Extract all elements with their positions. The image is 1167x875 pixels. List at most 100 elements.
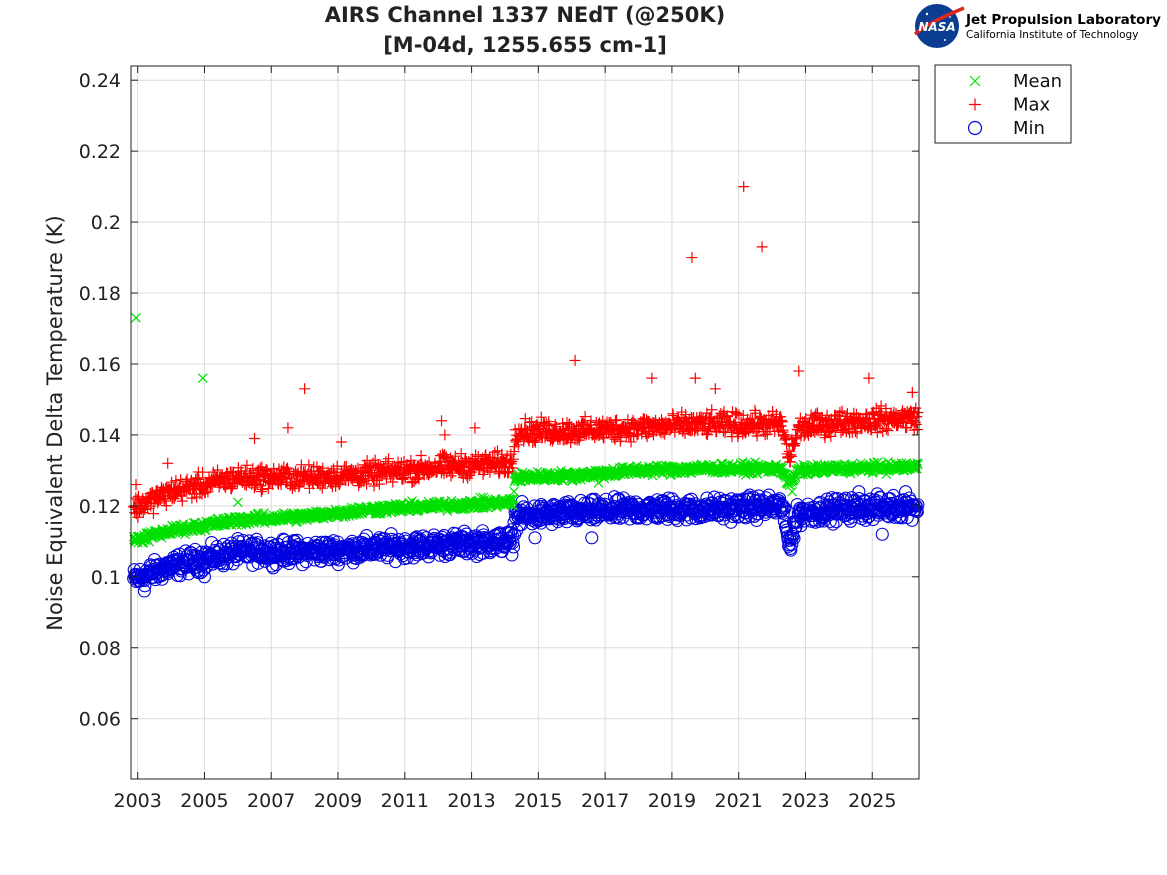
series-min bbox=[127, 485, 925, 598]
y-tick-label: 0.16 bbox=[79, 354, 121, 376]
data-point bbox=[361, 478, 373, 490]
series-layer bbox=[127, 181, 925, 598]
outlier-point bbox=[793, 365, 805, 377]
y-tick-label: 0.22 bbox=[79, 141, 121, 163]
data-point bbox=[909, 499, 923, 513]
data-point bbox=[484, 466, 496, 478]
outlier-point bbox=[335, 436, 347, 448]
data-point bbox=[266, 561, 280, 575]
data-point bbox=[166, 476, 178, 488]
outlier-point bbox=[899, 485, 913, 499]
nasa-swoosh bbox=[913, 6, 965, 36]
y-tick-label: 0.06 bbox=[79, 709, 121, 731]
outlier-point bbox=[130, 479, 142, 491]
data-point bbox=[380, 456, 392, 468]
data-point bbox=[256, 484, 268, 496]
data-point bbox=[160, 500, 172, 512]
data-point bbox=[848, 407, 860, 419]
data-point bbox=[423, 456, 435, 468]
data-point bbox=[774, 505, 788, 519]
data-point bbox=[212, 464, 224, 476]
data-point bbox=[547, 435, 559, 447]
outlier-point bbox=[436, 415, 448, 427]
data-point bbox=[611, 414, 623, 426]
data-point bbox=[202, 486, 214, 498]
x-tick-label: 2025 bbox=[848, 790, 896, 812]
data-point bbox=[241, 459, 253, 471]
data-point bbox=[261, 550, 275, 564]
outlier-point bbox=[686, 252, 698, 264]
outlier-point bbox=[569, 354, 581, 366]
data-point bbox=[888, 406, 900, 418]
data-point bbox=[905, 417, 917, 429]
outlier-point bbox=[863, 372, 875, 384]
data-point bbox=[778, 501, 792, 515]
data-point bbox=[852, 491, 866, 506]
data-point bbox=[455, 448, 467, 460]
data-point bbox=[579, 411, 591, 423]
series-max bbox=[128, 181, 924, 523]
outlier-point bbox=[162, 457, 174, 469]
data-point bbox=[851, 427, 863, 439]
legend-label: Max bbox=[1013, 95, 1051, 116]
data-point bbox=[506, 536, 520, 550]
y-tick-label: 0.2 bbox=[91, 212, 121, 234]
x-tick-label: 2005 bbox=[180, 790, 228, 812]
data-point bbox=[557, 417, 569, 429]
data-point bbox=[825, 430, 837, 442]
data-point bbox=[144, 487, 156, 499]
data-point bbox=[719, 411, 731, 423]
data-point bbox=[488, 459, 500, 471]
series-mean bbox=[128, 312, 923, 548]
outlier-point bbox=[137, 584, 151, 598]
outlier-point bbox=[689, 372, 701, 384]
y-tick-label: 0.24 bbox=[79, 70, 121, 92]
nasa-logo-text: NASA bbox=[918, 20, 955, 34]
data-point bbox=[199, 487, 211, 499]
data-point bbox=[440, 451, 452, 463]
y-tick-label: 0.12 bbox=[79, 496, 121, 518]
data-point bbox=[175, 474, 187, 486]
outlier-point bbox=[875, 527, 889, 541]
data-point bbox=[170, 475, 182, 487]
outlier-point bbox=[738, 181, 750, 193]
x-tick-label: 2013 bbox=[447, 790, 495, 812]
x-tick-label: 2007 bbox=[247, 790, 295, 812]
data-point bbox=[251, 536, 265, 550]
data-point bbox=[303, 459, 315, 471]
x-tick-label: 2011 bbox=[381, 790, 429, 812]
data-point bbox=[880, 423, 892, 435]
data-point bbox=[168, 493, 180, 505]
data-point bbox=[545, 517, 559, 532]
x-tick-label: 2015 bbox=[514, 790, 562, 812]
data-point bbox=[731, 408, 743, 420]
outlier-point bbox=[756, 241, 768, 253]
data-point bbox=[535, 411, 547, 423]
data-point bbox=[673, 413, 685, 425]
outlier-point bbox=[906, 386, 918, 398]
data-point bbox=[255, 486, 267, 498]
data-point bbox=[585, 415, 597, 427]
data-point bbox=[373, 478, 385, 490]
outlier-point bbox=[469, 422, 481, 434]
data-point bbox=[871, 427, 883, 439]
data-point bbox=[836, 405, 848, 417]
jpl-name: Jet Propulsion Laboratory bbox=[965, 12, 1161, 28]
data-point bbox=[776, 506, 790, 520]
legend-label: Min bbox=[1013, 118, 1045, 139]
data-point bbox=[911, 498, 925, 512]
x-tick-label: 2019 bbox=[648, 790, 696, 812]
y-tick-label: 0.14 bbox=[79, 425, 121, 447]
chart-subtitle: [M-04d, 1255.655 cm-1] bbox=[383, 33, 667, 57]
data-point bbox=[275, 479, 287, 491]
data-point bbox=[524, 416, 536, 428]
x-tick-label: 2017 bbox=[581, 790, 629, 812]
data-point bbox=[529, 436, 541, 448]
data-point bbox=[408, 546, 422, 560]
data-point bbox=[193, 473, 205, 485]
x-tick-label: 2021 bbox=[715, 790, 763, 812]
data-point bbox=[609, 433, 621, 445]
data-point bbox=[367, 457, 379, 469]
data-point bbox=[615, 432, 627, 444]
